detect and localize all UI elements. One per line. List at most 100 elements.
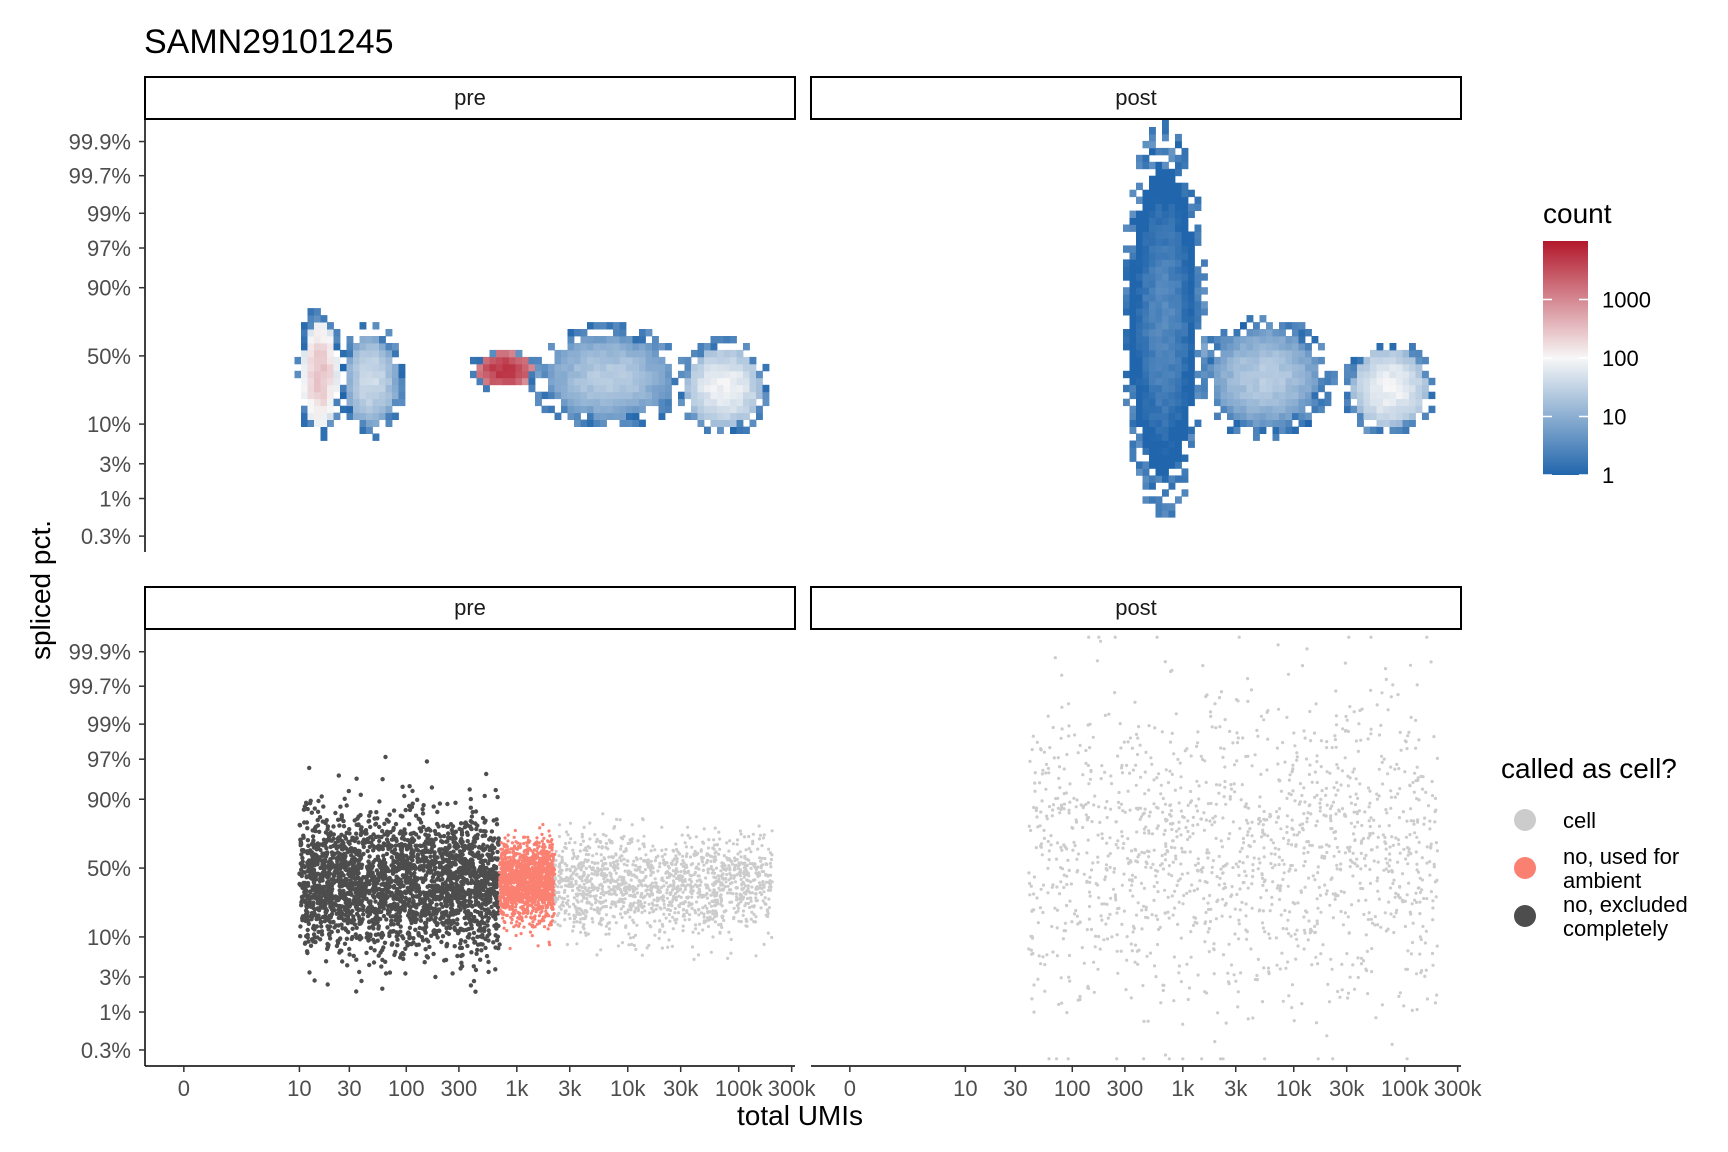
scatter-point bbox=[514, 933, 518, 938]
scatter-point bbox=[420, 897, 425, 902]
scatter-point bbox=[327, 871, 333, 876]
scatter-point bbox=[486, 959, 491, 965]
heatmap-bin bbox=[1194, 203, 1202, 211]
scatter-point bbox=[480, 893, 486, 898]
heatmap-bin bbox=[1259, 419, 1267, 427]
heatmap-bin bbox=[613, 329, 620, 337]
heatmap-bin bbox=[1285, 343, 1293, 351]
heatmap-bin bbox=[1292, 336, 1299, 344]
scatter-point bbox=[468, 983, 474, 988]
scatter-point bbox=[453, 857, 459, 862]
scatter-point bbox=[444, 930, 449, 935]
scatter-point bbox=[325, 831, 331, 837]
heatmap-bin bbox=[1253, 329, 1260, 337]
heatmap-bin bbox=[665, 398, 672, 407]
scatter-point bbox=[395, 937, 400, 942]
heatmap-bin bbox=[1136, 356, 1143, 365]
scatter-point bbox=[326, 879, 331, 884]
heatmap-bin bbox=[1162, 245, 1169, 253]
scatter-point bbox=[322, 869, 327, 875]
heatmap-bin bbox=[1123, 266, 1130, 274]
scatter-point bbox=[425, 859, 430, 864]
scatter-point bbox=[515, 920, 519, 924]
heatmap-bin bbox=[1181, 154, 1189, 163]
heatmap-bin bbox=[1155, 182, 1163, 191]
scatter-point bbox=[468, 818, 473, 824]
heatmap-bin bbox=[1168, 433, 1176, 441]
heatmap-bin bbox=[1168, 189, 1176, 198]
scatter-point bbox=[373, 906, 378, 912]
scatter-point bbox=[329, 832, 334, 837]
heatmap-bin bbox=[1266, 349, 1273, 358]
heatmap-bin bbox=[1428, 377, 1436, 386]
scatter-point bbox=[313, 939, 318, 945]
heatmap-bin bbox=[1142, 273, 1150, 281]
heatmap-bin bbox=[1129, 384, 1137, 393]
heatmap-bin bbox=[1188, 426, 1195, 434]
heatmap-bin bbox=[1175, 273, 1182, 281]
heatmap-bin bbox=[1155, 231, 1163, 239]
heatmap-bin bbox=[385, 370, 393, 379]
heatmap-bin bbox=[600, 322, 607, 330]
heatmap-bin bbox=[587, 349, 594, 358]
scatter-point bbox=[487, 882, 492, 887]
heatmap-bin bbox=[1240, 377, 1247, 386]
scatter-point bbox=[460, 839, 465, 845]
scatter-point bbox=[400, 784, 405, 789]
heatmap-bin bbox=[730, 391, 737, 400]
heatmap-bin bbox=[1129, 349, 1137, 358]
heatmap-bin bbox=[1149, 412, 1156, 420]
heatmap-bin bbox=[1129, 405, 1137, 414]
heatmap-bin bbox=[1168, 238, 1176, 246]
heatmap-bin bbox=[580, 336, 588, 344]
scatter-point bbox=[435, 809, 440, 815]
heatmap-bin bbox=[1376, 412, 1384, 420]
scatter-point bbox=[464, 830, 470, 835]
scatter-point bbox=[300, 859, 305, 864]
heatmap-bin bbox=[1149, 182, 1156, 191]
heatmap-bin bbox=[1142, 322, 1150, 330]
heatmap-bin bbox=[1370, 377, 1377, 386]
heatmap-bin bbox=[762, 363, 770, 372]
heatmap-bin bbox=[1279, 398, 1286, 407]
heatmap-bin bbox=[1376, 419, 1384, 427]
scatter-point bbox=[310, 834, 316, 839]
heatmap-bin bbox=[1233, 426, 1241, 434]
heatmap-bin bbox=[1162, 182, 1169, 191]
heatmap-bin bbox=[1227, 336, 1234, 344]
heatmap-bin bbox=[1220, 405, 1228, 414]
scatter-point bbox=[339, 813, 344, 818]
heatmap-bin bbox=[1149, 259, 1156, 267]
heatmap-bin bbox=[1149, 405, 1156, 414]
scatter-point bbox=[493, 893, 498, 898]
scatter-point bbox=[416, 886, 422, 891]
heatmap-bin bbox=[1279, 384, 1286, 393]
heatmap-bin bbox=[1383, 356, 1390, 365]
heatmap-bin bbox=[1142, 377, 1150, 386]
heatmap-bin bbox=[1181, 391, 1189, 400]
heatmap-bin bbox=[1142, 356, 1150, 365]
heatmap-bin bbox=[1285, 398, 1293, 407]
heatmap-bin bbox=[1285, 426, 1293, 434]
scatter-point bbox=[370, 837, 376, 842]
scatter-point bbox=[381, 906, 386, 911]
heatmap-bin bbox=[730, 356, 737, 365]
scatter-point bbox=[367, 854, 372, 859]
heatmap-bin bbox=[1233, 356, 1241, 365]
heatmap-bin bbox=[619, 329, 627, 337]
heatmap-bin bbox=[1298, 343, 1306, 351]
scatter-point bbox=[299, 873, 304, 879]
heatmap-bin bbox=[1149, 231, 1156, 239]
heatmap-bin bbox=[301, 391, 308, 400]
heatmap-bin bbox=[385, 363, 393, 372]
heatmap-bin bbox=[314, 356, 321, 365]
heatmap-bin bbox=[1207, 349, 1215, 358]
heatmap-bin bbox=[320, 426, 328, 434]
heatmap-bin bbox=[1357, 384, 1364, 393]
heatmap-bin bbox=[1162, 224, 1169, 232]
heatmap-bin bbox=[1149, 175, 1156, 184]
heatmap-bin bbox=[333, 412, 341, 420]
heatmap-bin bbox=[749, 370, 757, 379]
heatmap-bin bbox=[1168, 405, 1176, 414]
heatmap-bin bbox=[307, 363, 315, 372]
